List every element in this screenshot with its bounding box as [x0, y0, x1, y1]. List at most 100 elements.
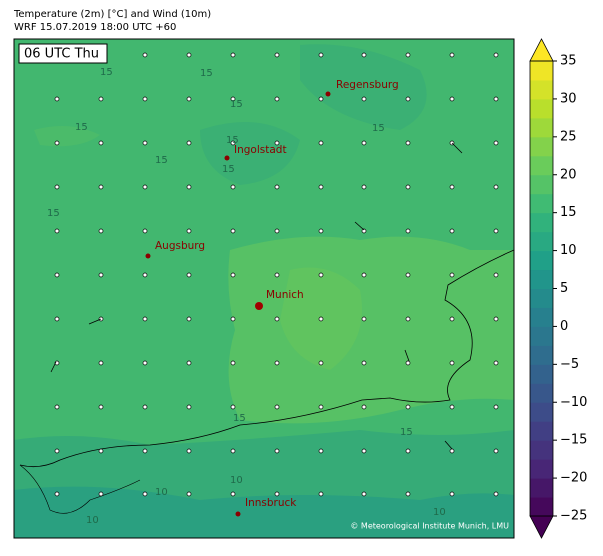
wind-calm — [493, 96, 499, 102]
wind-calm — [493, 228, 499, 234]
colorbar-band — [530, 117, 553, 138]
contour-label: 15 — [75, 122, 88, 133]
wind-calm — [493, 140, 499, 146]
contour-label: 10 — [155, 487, 168, 498]
wind-barb — [404, 349, 410, 362]
wind-calm — [186, 316, 192, 322]
contour-label: 10 — [86, 515, 99, 526]
wind-calm — [449, 96, 455, 102]
city-label: Augsburg — [155, 240, 205, 252]
wind-calm — [142, 52, 148, 58]
wind-calm — [405, 96, 411, 102]
wind-calm — [98, 140, 104, 146]
wind-calm — [186, 184, 192, 190]
wind-calm — [318, 448, 324, 454]
wind-calm — [493, 404, 499, 410]
wind-calm — [186, 96, 192, 102]
colorbar-tick-label: −25 — [560, 509, 587, 524]
wind-calm — [405, 140, 411, 146]
border — [19, 464, 141, 514]
colorbar-band — [530, 174, 553, 195]
colorbar-band — [530, 79, 553, 100]
wind-barb — [451, 142, 463, 154]
wind-calm — [449, 272, 455, 278]
warm-patch — [34, 126, 100, 147]
wind-calm — [142, 184, 148, 190]
wind-calm — [186, 228, 192, 234]
wind-calm — [405, 228, 411, 234]
colorbar-band — [530, 250, 553, 271]
wind-calm — [405, 52, 411, 58]
city-dot — [255, 302, 263, 310]
colorbar-tick-label: 5 — [560, 281, 568, 296]
colorbar-band — [530, 193, 553, 214]
colorbar-band — [530, 440, 553, 460]
wind-calm — [361, 140, 367, 146]
wind-calm — [449, 448, 455, 454]
colorbar-band — [530, 459, 553, 479]
wind-calm — [142, 404, 148, 410]
colorbar-band — [530, 288, 553, 308]
colorbar-band — [530, 478, 553, 498]
wind-calm — [405, 316, 411, 322]
wind-calm — [318, 360, 324, 366]
subtitle: WRF 15.07.2019 18:00 UTC +60 — [14, 22, 176, 33]
title: Temperature (2m) [°C] and Wind (10m) — [13, 9, 211, 20]
colorbar-tick-label: −15 — [560, 433, 587, 448]
contour-label: 15 — [233, 413, 246, 424]
wind-calm — [98, 491, 104, 497]
map: 06 UTC Thu Regensburg Ingolstadt Augsbur… — [13, 38, 515, 539]
city-label: Innsbruck — [245, 497, 297, 509]
colorbar-tick-label: 35 — [560, 54, 577, 69]
wind-calm — [449, 491, 455, 497]
wind-calm — [142, 360, 148, 366]
wind-calm — [186, 404, 192, 410]
wind-calm — [361, 491, 367, 497]
wind-calm — [274, 184, 280, 190]
wind-calm — [449, 316, 455, 322]
wind-barb — [444, 440, 453, 450]
wind-calm — [274, 316, 280, 322]
wind-calm — [361, 448, 367, 454]
colorbar-tick-label: 10 — [560, 243, 577, 258]
wind-calm — [405, 491, 411, 497]
colorbar-tick-label: 20 — [560, 167, 577, 182]
wind-calm — [54, 316, 60, 322]
wind-calm — [142, 316, 148, 322]
colorbar-band — [530, 98, 553, 119]
wind-calm — [274, 52, 280, 58]
contour-label: 10 — [433, 507, 446, 518]
city-dot — [224, 155, 230, 161]
wind-calm — [142, 228, 148, 234]
wind-calm — [493, 360, 499, 366]
wind-calm — [230, 448, 236, 454]
wind-calm — [318, 228, 324, 234]
colorbar-band — [530, 231, 553, 252]
wind-calm — [98, 184, 104, 190]
wind-calm — [361, 228, 367, 234]
colorbar: 35 30 25 20 15 10 5 0 −5 −10 −15 −20 −25 — [529, 38, 587, 539]
colorbar-band — [530, 383, 553, 403]
wind-calm — [186, 52, 192, 58]
colorbar-band — [530, 212, 553, 233]
wind-calm — [405, 272, 411, 278]
wind-calm — [230, 228, 236, 234]
city-dot — [145, 253, 151, 259]
contour-label: 10 — [230, 475, 243, 486]
wind-calm — [142, 140, 148, 146]
wind-calm — [318, 52, 324, 58]
colorbar-extend — [529, 38, 554, 62]
contour-label: 15 — [200, 68, 213, 79]
wind-calm — [318, 184, 324, 190]
wind-calm — [318, 404, 324, 410]
colorbar-tick-label: 25 — [560, 129, 577, 144]
city-label: Regensburg — [336, 79, 399, 91]
wind-calm — [142, 448, 148, 454]
contour-label: 15 — [155, 155, 168, 166]
wind-calm — [361, 272, 367, 278]
wind-calm — [449, 228, 455, 234]
wind-calm — [318, 491, 324, 497]
wind-calm — [274, 404, 280, 410]
